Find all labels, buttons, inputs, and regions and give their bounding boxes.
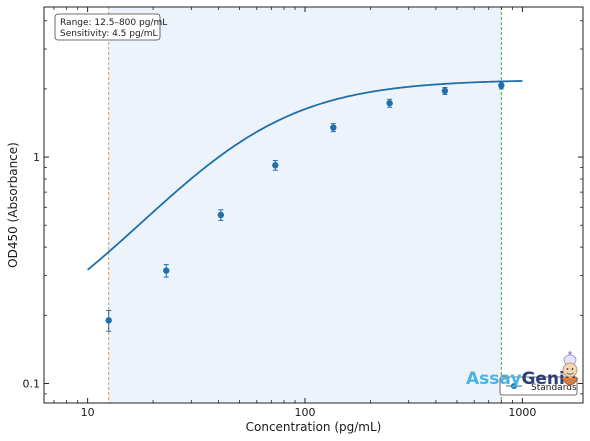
data-point bbox=[386, 98, 393, 108]
info-sensitivity-text: Sensitivity: 4.5 pg/mL bbox=[60, 29, 158, 39]
fit-curve-line bbox=[87, 80, 523, 271]
data-point-marker bbox=[163, 267, 170, 274]
y-tick-label: 1 bbox=[33, 151, 40, 164]
genie-mascot-icon bbox=[561, 351, 579, 386]
y-axis-title: OD450 (Absorbance) bbox=[6, 142, 20, 268]
data-point bbox=[272, 160, 279, 171]
data-point-marker bbox=[441, 87, 449, 95]
x-axis-title: Concentration (pg/mL) bbox=[246, 420, 382, 434]
info-box: Range: 12.5–800 pg/mL Sensitivity: 4.5 p… bbox=[54, 13, 167, 41]
svg-text:AssayGenie: AssayGenie bbox=[466, 369, 576, 389]
range-band-layer bbox=[108, 7, 502, 403]
x-tick-label: 10 bbox=[81, 406, 95, 419]
legend-frame bbox=[499, 376, 578, 396]
info-box-frame bbox=[54, 13, 161, 41]
data-point-marker bbox=[105, 317, 112, 324]
x-tick-label: 100 bbox=[295, 406, 316, 419]
x-tick-label: 1000 bbox=[508, 406, 536, 419]
reference-lines bbox=[108, 7, 502, 403]
y-tick-label: 0.1 bbox=[23, 377, 41, 390]
data-point-marker bbox=[386, 99, 393, 107]
data-point bbox=[441, 86, 449, 95]
data-point bbox=[163, 264, 170, 278]
fit-curve-layer bbox=[87, 80, 523, 271]
range-band bbox=[108, 7, 502, 403]
info-range-text: Range: 12.5–800 pg/mL bbox=[60, 18, 167, 28]
data-point bbox=[217, 209, 225, 221]
legend-label: Standards bbox=[531, 383, 577, 393]
data-point-marker bbox=[272, 162, 279, 169]
axis-ticks: 10 100 1000 0.1 1 bbox=[23, 7, 583, 419]
data-point bbox=[498, 81, 505, 90]
data-point bbox=[330, 123, 337, 133]
data-point-marker bbox=[498, 82, 505, 89]
plot-frame bbox=[43, 6, 584, 404]
brand-logo: AssayGenie bbox=[466, 351, 579, 389]
data-point-marker bbox=[217, 211, 225, 219]
data-point bbox=[105, 310, 112, 332]
data-point-marker bbox=[330, 124, 337, 131]
legend-marker bbox=[511, 383, 517, 389]
brand-logo-part2: Genie bbox=[521, 369, 576, 389]
legend: Standards bbox=[499, 376, 578, 396]
data-points-layer bbox=[105, 81, 505, 332]
brand-logo-part1: Assay bbox=[466, 369, 521, 389]
